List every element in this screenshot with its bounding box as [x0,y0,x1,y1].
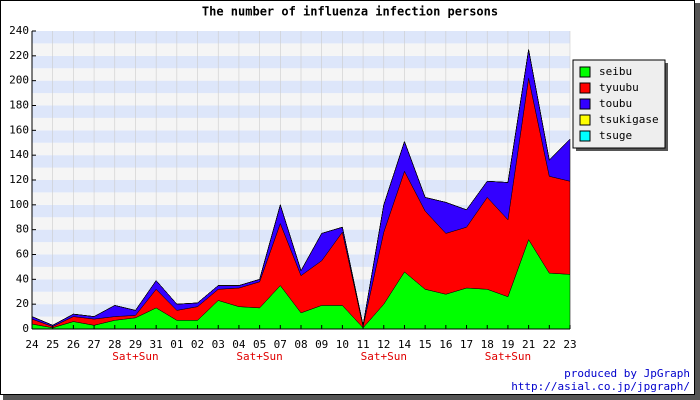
credit: http://asial.co.jp/jpgraph/ [511,380,690,393]
x-tick-label: 26 [67,338,80,351]
legend-label: tsuge [599,129,632,142]
y-tick-label: 240 [9,24,29,37]
x-tick-label: 17 [460,338,473,351]
legend-label: tyuubu [599,81,639,94]
x-tick-label: 03 [212,338,225,351]
x-tick-label: 08 [294,338,307,351]
legend-label: tsukigase [599,113,659,126]
y-tick-label: 180 [9,99,29,112]
y-tick-label: 220 [9,49,29,62]
area [31,49,571,326]
x-sublabel: Sat+Sun [361,350,407,363]
x-tick-label: 21 [522,338,535,351]
x-tick-label: 02 [191,338,204,351]
x-tick-label: 19 [501,338,514,351]
x-tick-label: 04 [232,338,246,351]
y-tick-label: 160 [9,123,29,136]
x-tick-label: 05 [253,338,266,351]
x-tick-label: 18 [481,338,494,351]
y-tick-label: 80 [16,223,29,236]
y-tick-label: 40 [16,272,29,285]
credit: produced by JpGraph [564,367,690,380]
x-tick-label: 25 [46,338,59,351]
y-tick-label: 0 [22,322,29,335]
x-tick-label: 10 [336,338,349,351]
x-tick-label: 16 [439,338,452,351]
legend-swatch [579,114,591,126]
y-tick-label: 120 [9,173,29,186]
x-tick-label: 22 [543,338,556,351]
x-tick-label: 24 [25,338,39,351]
y-tick-label: 20 [16,297,29,310]
legend-swatch [579,130,591,142]
legend-label: toubu [599,97,632,110]
y-tick-label: 140 [9,148,29,161]
chart-title: The number of influenza infection person… [202,5,498,19]
x-sublabel: Sat+Sun [112,350,158,363]
x-tick-label: 12 [377,338,390,351]
x-tick-label: 31 [150,338,163,351]
y-tick-label: 200 [9,74,29,87]
x-tick-label: 11 [356,338,369,351]
y-tick-label: 60 [16,248,29,261]
x-tick-label: 27 [87,338,100,351]
legend-swatch [579,66,591,78]
x-tick-label: 09 [315,338,328,351]
x-tick-label: 29 [129,338,142,351]
x-tick-label: 07 [274,338,287,351]
x-sublabel: Sat+Sun [236,350,282,363]
legend-swatch [579,82,591,94]
legend-label: seibu [599,65,632,78]
x-tick-label: 01 [170,338,183,351]
x-tick-label: 14 [398,338,412,351]
legend-swatch [579,98,591,110]
x-tick-label: 28 [108,338,121,351]
x-sublabel: Sat+Sun [485,350,531,363]
x-tick-label: 15 [419,338,432,351]
y-tick-label: 100 [9,198,29,211]
x-tick-label: 23 [563,338,576,351]
